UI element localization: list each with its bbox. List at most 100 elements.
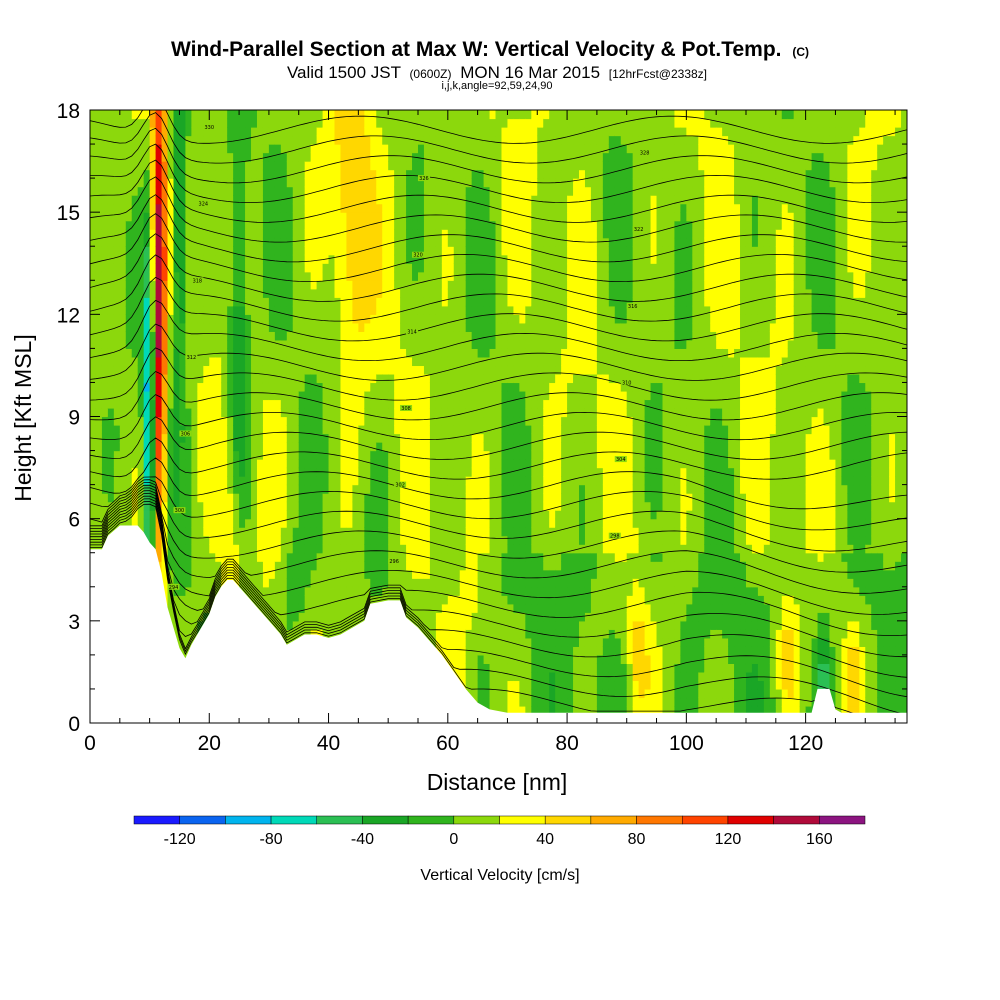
velocity-cell — [191, 425, 198, 435]
velocity-cell — [352, 135, 359, 145]
velocity-cell — [268, 382, 276, 392]
velocity-cell — [215, 229, 222, 239]
velocity-cell — [334, 552, 342, 562]
velocity-cell — [310, 212, 318, 222]
velocity-cell — [435, 425, 443, 435]
velocity-cell — [119, 518, 127, 528]
velocity-cell — [286, 399, 294, 409]
velocity-cell — [286, 442, 294, 452]
velocity-cell — [364, 288, 371, 298]
velocity-cell — [459, 365, 467, 375]
velocity-cell — [417, 178, 425, 188]
velocity-cell — [215, 161, 222, 171]
velocity-cell — [328, 399, 336, 409]
velocity-cell — [227, 416, 234, 426]
velocity-cell — [400, 339, 407, 349]
velocity-cell — [364, 569, 371, 579]
velocity-cell — [251, 314, 258, 324]
velocity-cell — [292, 229, 300, 239]
velocity-cell — [292, 178, 300, 188]
velocity-cell — [376, 254, 383, 264]
velocity-cell — [358, 195, 365, 205]
velocity-cell — [489, 169, 497, 179]
velocity-cell — [292, 544, 300, 554]
velocity-cell — [155, 254, 163, 264]
velocity-cell — [322, 510, 330, 520]
velocity-cell — [352, 586, 359, 596]
velocity-cell — [262, 220, 270, 230]
velocity-cell — [95, 348, 103, 358]
velocity-cell — [173, 493, 181, 503]
velocity-cell — [179, 544, 187, 554]
velocity-cell — [286, 178, 294, 188]
velocity-cell — [95, 544, 103, 554]
velocity-cell — [423, 459, 431, 469]
velocity-cell — [262, 135, 270, 145]
velocity-cell — [185, 510, 192, 520]
velocity-cell — [352, 603, 359, 613]
velocity-cell — [107, 118, 115, 128]
velocity-cell — [441, 629, 449, 639]
velocity-cell — [113, 407, 121, 418]
velocity-cell — [322, 118, 330, 128]
velocity-cell — [101, 280, 109, 290]
velocity-cell — [167, 195, 175, 205]
velocity-cell — [435, 433, 443, 443]
velocity-cell — [149, 314, 157, 324]
velocity-cell — [459, 390, 467, 401]
velocity-cell — [310, 280, 318, 290]
velocity-cell — [483, 178, 491, 188]
velocity-cell — [400, 195, 407, 205]
velocity-cell — [429, 254, 437, 264]
velocity-cell — [316, 127, 324, 137]
velocity-cell — [340, 382, 348, 392]
velocity-cell — [376, 501, 383, 511]
velocity-cell — [304, 152, 312, 162]
velocity-cell — [227, 450, 234, 460]
velocity-cell — [459, 603, 467, 613]
velocity-cell — [435, 416, 443, 426]
velocity-cell — [382, 501, 389, 511]
velocity-cell — [191, 280, 198, 290]
velocity-cell — [239, 416, 246, 426]
velocity-cell — [203, 365, 210, 375]
velocity-cell — [233, 373, 240, 384]
velocity-cell — [268, 561, 276, 571]
velocity-cell — [155, 305, 163, 315]
velocity-cell — [417, 280, 425, 290]
velocity-cell — [239, 271, 246, 281]
velocity-cell — [251, 433, 258, 443]
velocity-cell — [489, 671, 497, 682]
velocity-cell — [477, 169, 485, 179]
velocity-cell — [256, 510, 264, 520]
velocity-cell — [388, 450, 395, 460]
velocity-cell — [179, 561, 187, 571]
velocity-cell — [227, 339, 234, 349]
velocity-cell — [268, 169, 276, 179]
velocity-cell — [304, 476, 312, 486]
velocity-cell — [101, 127, 109, 137]
velocity-cell — [107, 246, 115, 256]
velocity-cell — [322, 612, 330, 622]
velocity-cell — [382, 169, 389, 179]
velocity-cell — [292, 501, 300, 511]
velocity-cell — [441, 288, 449, 298]
velocity-cell — [352, 237, 359, 247]
velocity-cell — [280, 510, 288, 520]
velocity-cell — [435, 288, 443, 298]
velocity-cell — [310, 433, 318, 443]
velocity-cell — [304, 229, 312, 239]
velocity-cell — [209, 186, 216, 196]
velocity-cell — [256, 433, 264, 443]
velocity-cell — [101, 195, 109, 205]
velocity-cell — [501, 680, 509, 690]
velocity-cell — [346, 237, 353, 247]
velocity-cell — [346, 127, 353, 137]
velocity-cell — [131, 127, 139, 137]
velocity-cell — [310, 356, 318, 367]
velocity-cell — [233, 348, 240, 358]
velocity-cell — [286, 501, 294, 511]
velocity-cell — [400, 186, 407, 196]
velocity-cell — [406, 263, 413, 273]
velocity-cell — [501, 569, 509, 579]
